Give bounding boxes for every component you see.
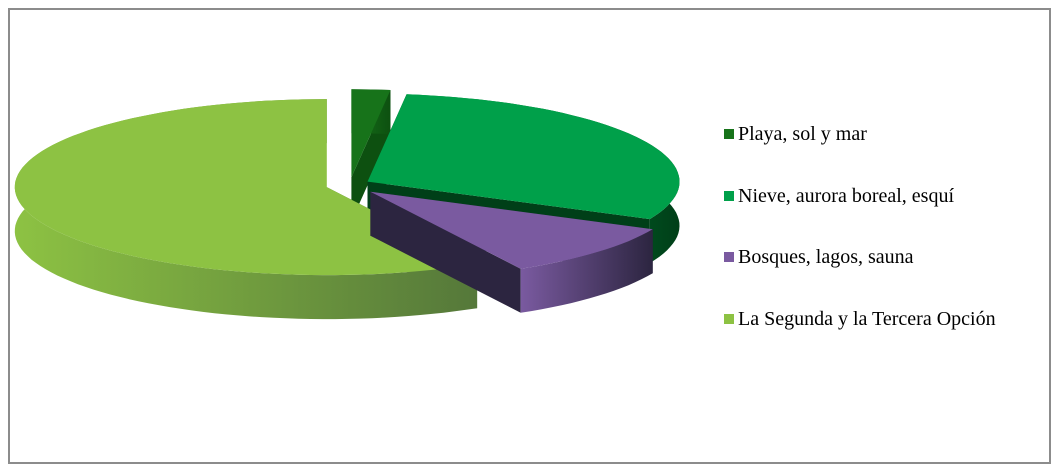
legend-swatch-nieve [724,191,734,201]
legend-swatch-playa [724,129,734,139]
chart-legend: Playa, sol y mar Nieve, aurora boreal, e… [724,122,1044,331]
legend-label-bosques: Bosques, lagos, sauna [738,246,914,268]
legend-label-playa: Playa, sol y mar [738,123,867,145]
legend-item-nieve: Nieve, aurora boreal, esquí [724,184,1044,245]
legend-swatch-bosques [724,252,734,262]
pie-slice-0-top [351,89,391,178]
pie-slice-3-top [14,99,478,276]
pie-slice-0 [351,89,391,222]
legend-item-bosques: Bosques, lagos, sauna [724,245,1044,307]
legend-label-nieve: Nieve, aurora boreal, esquí [738,185,955,207]
legend-swatch-segunda-tercera [724,314,734,324]
pie-slice-2-top [370,191,653,269]
pie-slice-2-radial-wall [370,191,521,313]
pie-slice-2 [370,191,653,313]
legend-item-segunda-tercera: La Segunda y la Tercera Opción [724,307,1044,331]
legend-item-playa: Playa, sol y mar [724,122,1044,184]
pie-slice-1-top [367,94,680,220]
legend-label-segunda-tercera: La Segunda y la Tercera Opción [738,308,996,330]
pie-slice-2-outer-wall [520,229,653,313]
